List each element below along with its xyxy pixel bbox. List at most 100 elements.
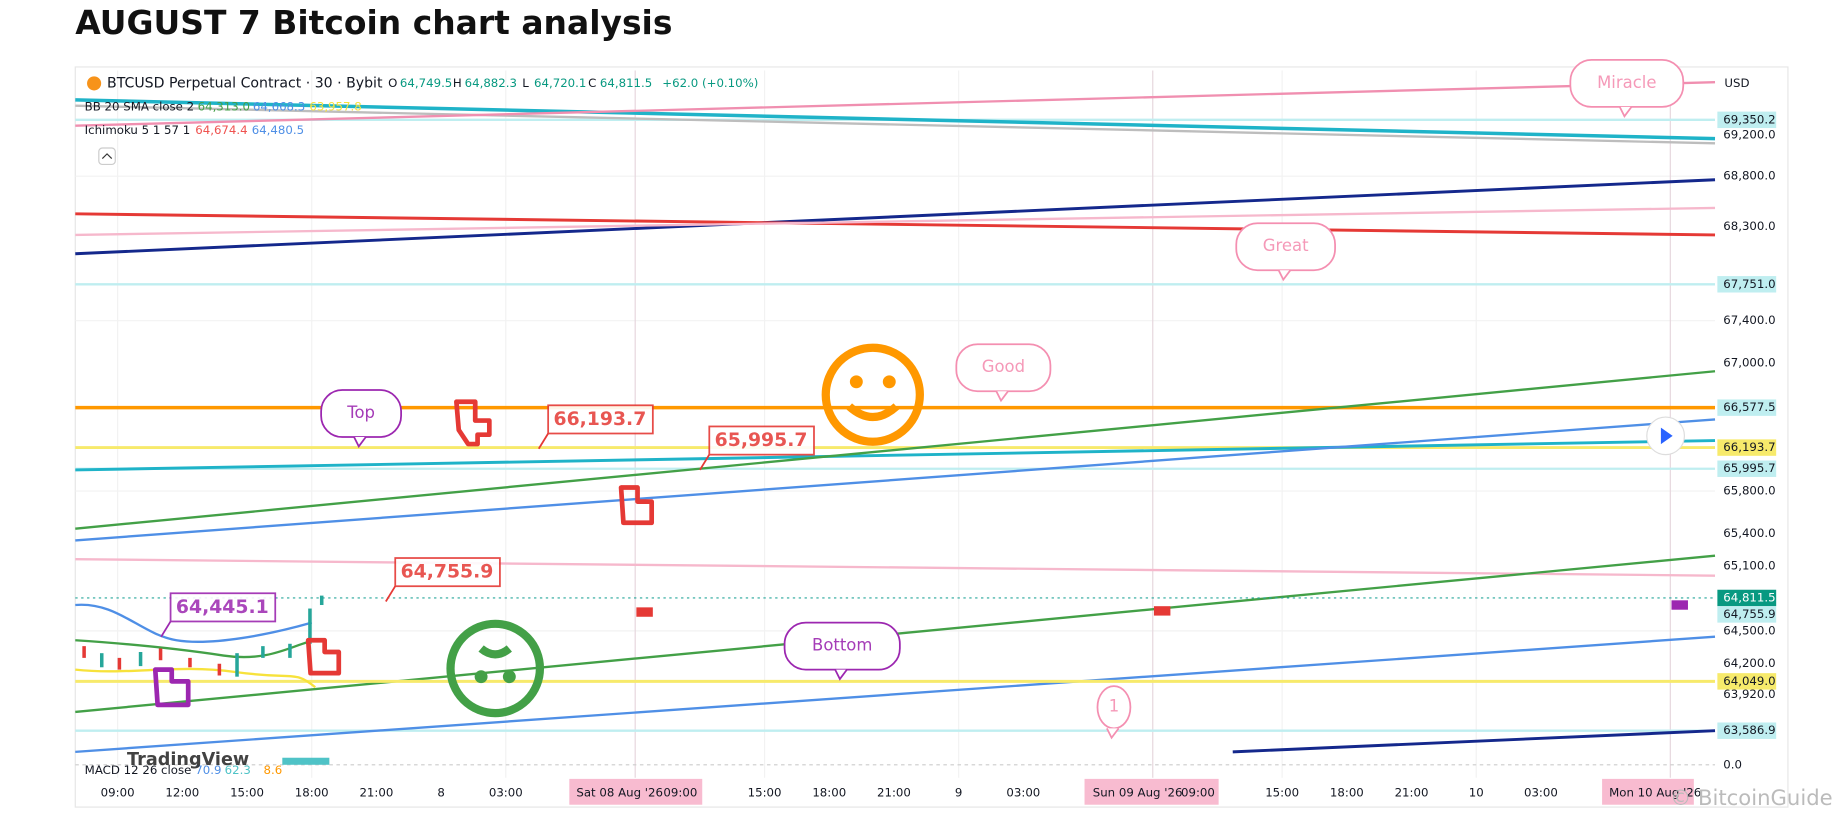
callout-text: 65,995.7	[715, 430, 808, 451]
price-label: 69,200.0	[1723, 128, 1775, 142]
price-label: 64,200.0	[1723, 656, 1775, 670]
price-label: 67,400.0	[1723, 313, 1775, 327]
ohlc-label: H	[453, 76, 462, 90]
play-icon	[1660, 427, 1673, 445]
indicator-value: 64,313.0	[198, 99, 250, 113]
chart-frame	[74, 66, 1789, 808]
time-label: Sat 08 Aug '26	[576, 785, 663, 799]
annotation-bubble	[1235, 222, 1336, 272]
annotation-tail	[353, 436, 367, 449]
collapse-button[interactable]	[98, 147, 116, 166]
price-label: 64,811.5	[1723, 590, 1775, 604]
annotation-tail	[1277, 269, 1292, 282]
time-label: 9	[955, 785, 962, 799]
time-label: 09:00	[663, 785, 697, 799]
price-label: 68,300.0	[1723, 219, 1775, 233]
callout-box	[169, 592, 277, 623]
grid	[75, 70, 1716, 778]
annotation-text: Great	[1263, 236, 1309, 255]
annotation-text: Top	[346, 403, 375, 422]
price-label-bg	[1717, 276, 1777, 293]
time-label: 03:00	[1524, 785, 1558, 799]
price-label-bg	[1717, 589, 1777, 607]
macd-value: 70.9	[195, 763, 221, 777]
annotation-text: Bottom	[812, 636, 872, 655]
price-label: 0.0	[1723, 757, 1742, 771]
time-label: 12:00	[165, 785, 199, 799]
price-label-bg	[1717, 111, 1777, 129]
price-label: 67,751.0	[1723, 277, 1775, 291]
btc-icon	[87, 76, 102, 91]
indicator-value: 64,674.4	[195, 123, 247, 137]
macd-name: MACD 12 26 close	[85, 763, 192, 777]
time-highlight	[1602, 778, 1694, 805]
callout-box	[547, 404, 654, 435]
smiley-happy	[821, 343, 924, 446]
credit: © BitcoinGuide	[1670, 785, 1833, 810]
callout-pointer	[699, 454, 711, 471]
macd-value: 62.3	[225, 763, 251, 777]
price-label: 66,193.7	[1723, 440, 1775, 454]
time-label: 21:00	[877, 785, 911, 799]
page-title: AUGUST 7 Bitcoin chart analysis	[75, 3, 672, 42]
indicator-value: 64,668.3	[253, 99, 305, 113]
hand-icons	[152, 399, 655, 708]
price-label-bg	[1717, 606, 1777, 623]
symbol: BTCUSD Perpetual Contract · 30 · Bybit	[107, 75, 383, 91]
indicator-name: BB 20 SMA close 2	[85, 99, 194, 113]
ohlc-label: C	[588, 76, 596, 90]
time-label: 15:00	[230, 785, 264, 799]
annotation-text: 1	[1109, 697, 1119, 716]
ohlc-label: L	[522, 76, 529, 90]
price-label-bg	[1717, 460, 1777, 477]
collapse-icon	[101, 153, 113, 160]
price-label-bg	[1717, 439, 1777, 456]
time-label: 18:00	[295, 785, 329, 799]
price-label: 64,500.0	[1723, 623, 1775, 637]
indicator-value: 64,480.5	[252, 123, 304, 137]
price-label: 63,920.0	[1723, 687, 1775, 701]
annotation-tail	[995, 390, 1009, 403]
time-label: 03:00	[1006, 785, 1040, 799]
callout-text: 64,755.9	[401, 562, 494, 583]
time-label: 15:00	[1265, 785, 1299, 799]
price-label: 66,577.5	[1723, 400, 1775, 414]
price-label: 64,755.9	[1723, 607, 1775, 621]
change: +62.0 (+0.10%)	[662, 76, 758, 90]
price-label: 68,800.0	[1723, 169, 1775, 183]
price-label-bg	[1717, 399, 1777, 416]
price-label: 64,049.0	[1723, 674, 1775, 688]
time-label: 15:00	[748, 785, 782, 799]
watermark: TradingView	[127, 750, 249, 770]
callout-box	[708, 425, 815, 456]
time-label: 18:00	[812, 785, 846, 799]
price-label: 65,400.0	[1723, 526, 1775, 540]
macd-value: 8.6	[263, 763, 282, 777]
callout-text: 64,445.1	[176, 597, 269, 618]
callout-pointer	[385, 585, 396, 602]
callout-pointer	[160, 620, 172, 638]
time-label: 21:00	[359, 785, 393, 799]
time-label: 03:00	[489, 785, 523, 799]
smiley-worried	[446, 619, 545, 718]
ohlc-value: 64,749.5	[400, 76, 452, 90]
price-label: 63,586.9	[1723, 723, 1775, 737]
time-label: Sun 09 Aug '26	[1093, 785, 1183, 799]
price-label: 65,995.7	[1723, 461, 1775, 475]
candles	[75, 595, 330, 765]
time-highlight	[569, 778, 703, 805]
price-label-bg	[1717, 673, 1777, 690]
time-highlight	[1084, 778, 1219, 805]
price-label: 65,800.0	[1723, 484, 1775, 498]
callout-pointer	[537, 433, 549, 450]
ohlc-value: 64,720.1	[534, 76, 586, 90]
annotation-tail	[834, 669, 848, 681]
annotation-tail	[1618, 106, 1633, 118]
time-label: 09:00	[101, 785, 135, 799]
time-label: 21:00	[1395, 785, 1429, 799]
ohlc-value: 64,811.5	[600, 76, 652, 90]
ohlc-label: O	[388, 76, 397, 90]
indicator-name: Ichimoku 5 1 57 1	[85, 123, 191, 137]
